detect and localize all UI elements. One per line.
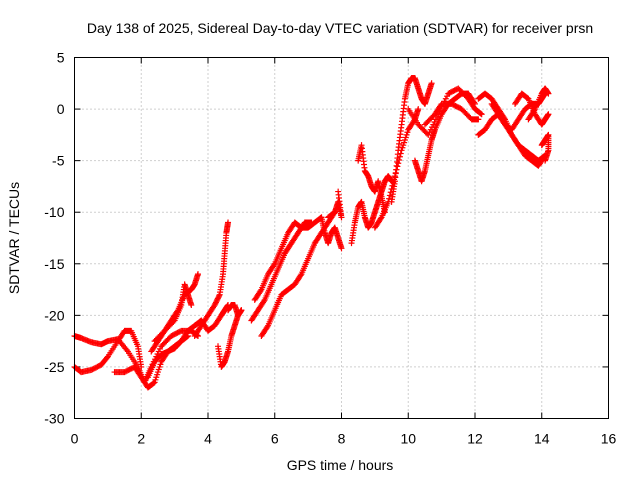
series-track-w bbox=[475, 90, 549, 169]
data-point bbox=[238, 307, 245, 314]
data-marks bbox=[71, 75, 552, 391]
data-point bbox=[297, 272, 304, 279]
data-point bbox=[477, 110, 484, 117]
data-point bbox=[338, 245, 345, 252]
x-tick-label: 2 bbox=[137, 431, 145, 447]
data-point bbox=[545, 111, 552, 118]
series-track-z bbox=[525, 85, 552, 123]
data-point bbox=[270, 262, 277, 269]
data-point bbox=[317, 215, 324, 222]
chart-title: Day 138 of 2025, Sidereal Day-to-day VTE… bbox=[87, 20, 593, 36]
y-tick-label: 0 bbox=[57, 101, 65, 117]
series-track-n bbox=[325, 188, 345, 221]
series-track-r bbox=[388, 75, 435, 205]
data-point bbox=[225, 219, 232, 226]
y-tick-label: -25 bbox=[44, 359, 64, 375]
data-point bbox=[216, 293, 223, 300]
x-tick-label: 12 bbox=[467, 431, 483, 447]
series-track-k bbox=[251, 214, 325, 303]
series-track-p bbox=[355, 142, 388, 216]
x-tick-label: 14 bbox=[534, 431, 550, 447]
y-tick-label: 5 bbox=[57, 50, 65, 66]
x-tick-labels: 0 2 4 6 8 10 12 14 16 bbox=[71, 431, 617, 447]
data-point bbox=[194, 271, 201, 278]
y-axis-label: SDTVAR / TECUs bbox=[6, 182, 22, 294]
series-track-f bbox=[144, 332, 191, 381]
series-track-o bbox=[348, 173, 395, 247]
data-point bbox=[377, 215, 384, 222]
x-tick-label: 16 bbox=[601, 431, 617, 447]
data-point bbox=[531, 107, 538, 114]
x-tick-label: 4 bbox=[204, 431, 212, 447]
data-point bbox=[397, 150, 404, 157]
y-tick-label: -20 bbox=[44, 307, 64, 323]
series-track-i bbox=[225, 302, 245, 319]
y-tick-labels: 5 0 -5 -10 -15 -20 -25 -30 bbox=[44, 50, 64, 427]
x-tick-label: 8 bbox=[338, 431, 346, 447]
data-point bbox=[264, 323, 271, 330]
series-track-b bbox=[71, 327, 145, 376]
data-point bbox=[184, 333, 191, 340]
series-track-e bbox=[151, 281, 195, 345]
series-track-m bbox=[318, 214, 345, 252]
y-tick-label: -10 bbox=[44, 204, 64, 220]
x-axis-label: GPS time / hours bbox=[287, 457, 394, 473]
data-point bbox=[475, 116, 482, 123]
data-point bbox=[260, 298, 267, 305]
data-point bbox=[184, 332, 191, 339]
data-point bbox=[478, 111, 485, 118]
data-point bbox=[415, 106, 422, 113]
series-track-u bbox=[421, 100, 482, 128]
data-point bbox=[257, 287, 264, 294]
data-point bbox=[542, 157, 549, 164]
y-tick-label: -5 bbox=[52, 153, 65, 169]
series-track-x bbox=[488, 90, 549, 133]
series-track-g bbox=[191, 219, 232, 339]
x-tick-label: 0 bbox=[71, 431, 79, 447]
data-point bbox=[170, 318, 177, 325]
data-point bbox=[188, 302, 195, 309]
data-point bbox=[386, 195, 393, 202]
data-point bbox=[150, 380, 157, 387]
data-point bbox=[428, 80, 435, 87]
plot-frame bbox=[74, 57, 609, 419]
x-tick-label: 6 bbox=[271, 431, 279, 447]
series-track-j bbox=[248, 219, 315, 324]
data-point bbox=[138, 363, 145, 370]
y-tick-label: -15 bbox=[44, 256, 64, 272]
y-tick-label: -30 bbox=[44, 411, 64, 427]
series-track-aa bbox=[538, 131, 552, 164]
data-point bbox=[545, 90, 552, 97]
data-point bbox=[335, 188, 342, 195]
x-tick-label: 10 bbox=[400, 431, 416, 447]
